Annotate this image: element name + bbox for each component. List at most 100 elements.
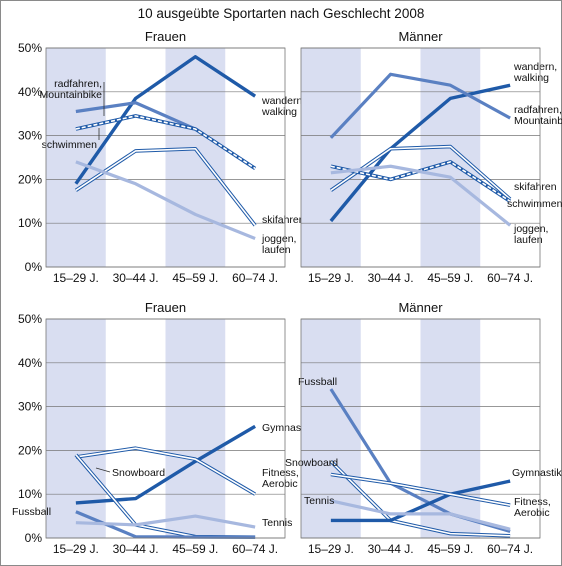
chart-panel-2: 15–29 J. 30–44 J. 45–59 J. 60–74 J. Männer wa…	[300, 29, 562, 285]
y-tick-label: 40%	[18, 356, 42, 370]
series-line-core	[330, 460, 511, 537]
series-label-line: Tennis	[262, 517, 292, 529]
series-line-gymnastik	[75, 424, 256, 505]
x-tick-label: 30–44 J.	[113, 271, 159, 285]
panel-title: Frauen	[145, 29, 186, 44]
series-label-line: Aerobic	[262, 478, 298, 490]
series-line-fitness-aerobic	[75, 446, 257, 496]
y-tick-label: 30%	[18, 129, 42, 143]
series-label-snowboard: Snowboard	[285, 457, 338, 469]
column-band	[165, 319, 226, 538]
series-label-line: Aerobic	[514, 507, 550, 519]
series-label-line: laufen	[514, 234, 543, 246]
series-line-core	[330, 473, 511, 506]
series-label-schwimmen: schwimmen	[507, 198, 562, 210]
panel-title: Frauen	[145, 300, 186, 315]
series-label-wandern-walking: wandern, walking	[513, 61, 557, 84]
series-label-snowboard: Snowboard	[112, 467, 165, 479]
series-line-core	[75, 115, 256, 170]
plot-border	[45, 318, 286, 539]
chart-panel-3: 0% 10% 20% 30% 40% 50% 15–29 J. 30–44 J. 45–59 J…	[12, 300, 312, 556]
series-label-fitness-aerobic: Fitness, Aerobic	[514, 496, 551, 519]
series-label-line: schwimmen	[507, 198, 562, 210]
series-label-gymnastik: Gymnastik	[512, 467, 562, 479]
plot-border	[300, 318, 541, 539]
series-label-line: Tennis	[304, 495, 334, 507]
y-tick-label: 50%	[18, 312, 42, 326]
series-line-skifahren	[74, 146, 257, 227]
main-title: 10 ausgeübte Sportarten nach Geschlecht …	[137, 6, 425, 21]
series-label-schwimmen: schwimmen	[42, 139, 98, 151]
x-tick-label: 45–59 J.	[427, 542, 473, 556]
series-label-skifahren: skifahren	[514, 181, 557, 193]
x-tick-label: 60–74 J.	[487, 542, 533, 556]
x-tick-label: 15–29 J.	[53, 542, 99, 556]
panel-title: Männer	[398, 29, 443, 44]
x-tick-label: 30–44 J.	[368, 542, 414, 556]
series-label-joggen-laufen: joggen, laufen	[261, 233, 296, 256]
column-band	[46, 319, 106, 538]
series-label-line: Gymnastik	[262, 422, 312, 434]
x-tick-label: 45–59 J.	[427, 271, 473, 285]
y-tick-label: 10%	[18, 487, 42, 501]
series-label-line: Fussball	[298, 376, 337, 388]
x-tick-label: 30–44 J.	[368, 271, 414, 285]
series-label-line: walking	[261, 106, 297, 118]
series-label-line: laufen	[262, 244, 291, 256]
y-tick-label: 10%	[18, 216, 42, 230]
series-label-line: wandern,	[513, 61, 557, 73]
y-tick-label: 40%	[18, 85, 42, 99]
x-tick-label: 30–44 J.	[113, 542, 159, 556]
series-label-fussball: Fussball	[298, 376, 337, 388]
series-label-line: Fussball	[12, 506, 51, 518]
x-tick-label: 60–74 J.	[232, 542, 278, 556]
series-label-radfahren-mountainbike: radfahren,Mountainbike	[40, 78, 103, 101]
series-line-radfahren-mountainbike	[329, 72, 511, 139]
panel-title: Männer	[398, 300, 443, 315]
series-label-line: radfahren,	[514, 104, 562, 116]
series-label-line: Mountainbike	[514, 115, 562, 127]
y-tick-label: 0%	[25, 531, 43, 545]
y-tick-label: 50%	[18, 41, 42, 55]
series-label-gymnastik: Gymnastik	[262, 422, 312, 434]
series-line-core	[75, 147, 256, 226]
series-line-gymnastik	[330, 479, 511, 523]
series-line-wandern-walking	[329, 83, 511, 223]
series-label-tennis: Tennis	[304, 495, 334, 507]
series-label-line: schwimmen	[42, 139, 98, 151]
y-tick-label: 20%	[18, 443, 42, 457]
x-tick-label: 15–29 J.	[308, 271, 354, 285]
series-label-joggen-laufen: joggen, laufen	[513, 223, 548, 246]
series-line-joggen-laufen	[75, 160, 256, 241]
series-label-line: skifahren	[514, 181, 557, 193]
y-tick-label: 30%	[18, 400, 42, 414]
series-label-line: wandern,	[261, 95, 305, 107]
series-label-line: Mountainbike	[40, 89, 103, 101]
series-label-line: Gymnastik	[512, 467, 562, 479]
series-line-tennis	[75, 514, 256, 529]
series-label-line: skifahren	[262, 214, 305, 226]
plot-border	[300, 47, 541, 268]
series-line-joggen-laufen	[330, 164, 512, 227]
x-tick-label: 15–29 J.	[308, 542, 354, 556]
series-label-line: Snowboard	[112, 467, 165, 479]
series-line-tennis	[330, 499, 511, 531]
plot-border	[45, 47, 286, 268]
label-leader-line	[95, 467, 111, 473]
series-line-wandern-walking	[74, 55, 257, 185]
y-tick-label: 0%	[25, 260, 43, 274]
series-line-schwimmen	[75, 114, 257, 170]
series-line-snowboard	[329, 460, 511, 538]
x-tick-label: 45–59 J.	[172, 542, 218, 556]
y-tick-label: 20%	[18, 172, 42, 186]
chart-panel-1: 0% 10% 20% 30% 40% 50% 15–29 J. 30–44 J. 45–59 J…	[18, 29, 305, 285]
series-label-line: walking	[513, 72, 549, 84]
series-label-line: Snowboard	[285, 457, 338, 469]
x-tick-label: 45–59 J.	[172, 271, 218, 285]
x-tick-label: 60–74 J.	[232, 271, 278, 285]
series-label-line: joggen,	[513, 223, 548, 235]
series-label-line: Fitness,	[514, 496, 551, 508]
series-label-radfahren-mountainbike: radfahren,Mountainbike	[514, 104, 562, 127]
series-label-line: joggen,	[261, 233, 296, 245]
